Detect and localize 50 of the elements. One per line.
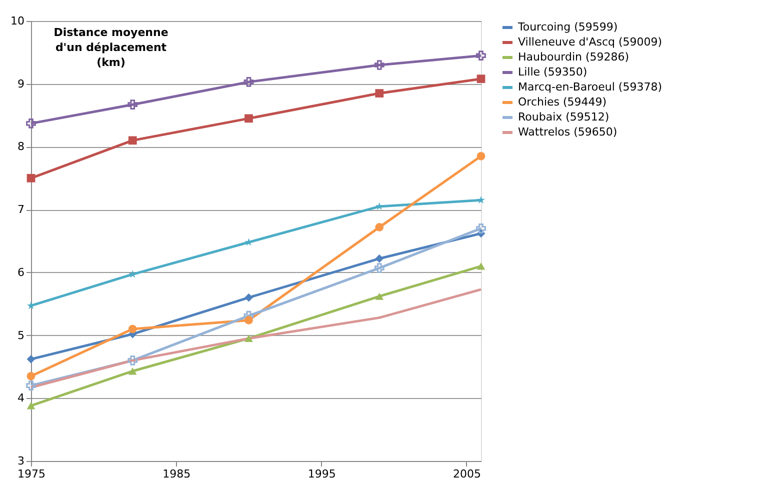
legend-label: Marcq-en-Baroeul (59378) xyxy=(518,80,662,94)
point xyxy=(476,152,486,160)
point xyxy=(476,50,486,61)
point xyxy=(476,74,486,84)
point xyxy=(375,202,384,210)
point xyxy=(128,324,137,334)
point xyxy=(128,355,138,366)
point xyxy=(26,380,36,391)
y-tick-label: 10 xyxy=(10,14,24,28)
point xyxy=(26,402,36,410)
legend-label: Villeneuve d'Ascq (59009) xyxy=(518,36,662,48)
y-tick-label: 9 xyxy=(18,77,24,90)
point xyxy=(26,174,36,182)
legend-label: Orchies (59449) xyxy=(518,96,607,108)
y-tick-label: 8 xyxy=(18,140,24,154)
point xyxy=(244,77,254,87)
legend-label: Lille (59350) xyxy=(518,66,588,78)
point xyxy=(244,334,253,342)
x-tick-label: 1975 xyxy=(18,468,46,480)
legend-label: Tourcoing (59599) xyxy=(517,20,618,34)
point xyxy=(476,262,486,270)
y-tick-label: 3 xyxy=(18,454,24,468)
point xyxy=(128,100,138,110)
point xyxy=(375,254,384,263)
point xyxy=(244,114,253,123)
point xyxy=(476,223,486,234)
point xyxy=(26,372,36,380)
point xyxy=(244,293,253,302)
x-tick-label: 2005 xyxy=(452,468,481,480)
y-tick-label: 7 xyxy=(18,203,24,216)
y-tick-label: 5 xyxy=(18,328,24,342)
point xyxy=(128,367,137,375)
x-tick-label: 1995 xyxy=(308,468,336,480)
point xyxy=(374,263,384,273)
y-tick-label: 4 xyxy=(18,392,24,405)
point xyxy=(477,196,485,204)
y-axis-title: Distance moyenne d'un déplacement (km) xyxy=(54,26,168,69)
point xyxy=(128,136,137,145)
point xyxy=(26,118,36,128)
point xyxy=(375,292,384,300)
point xyxy=(374,60,384,70)
point xyxy=(375,89,384,98)
legend-label: Haubourdin (59286) xyxy=(518,50,630,64)
y-tick-label: 6 xyxy=(18,266,24,279)
x-tick-label: 1985 xyxy=(162,468,191,480)
point xyxy=(26,354,36,364)
legend-label: Wattrelos (59650) xyxy=(518,126,618,138)
point xyxy=(375,222,384,232)
legend-label: Roubaix (59512) xyxy=(518,110,610,124)
point xyxy=(244,316,253,324)
